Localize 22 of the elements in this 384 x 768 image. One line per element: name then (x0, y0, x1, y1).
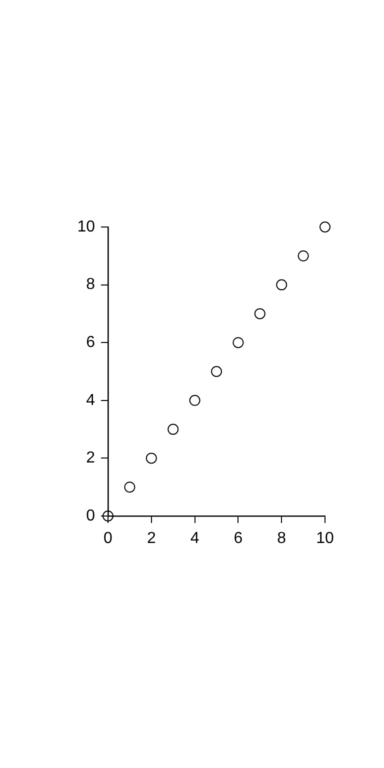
x-tick-label: 0 (104, 530, 113, 548)
point (320, 222, 330, 232)
y-tick-label: 10 (77, 218, 96, 236)
x-tick-label: 10 (316, 530, 334, 548)
point (298, 250, 309, 262)
point (146, 452, 157, 464)
x-tick-label: 4 (190, 530, 200, 548)
point (124, 482, 136, 493)
x-tick-label: 2 (146, 530, 156, 548)
point (276, 279, 288, 290)
point (189, 394, 200, 406)
y-tick-label: 6 (86, 334, 96, 352)
point (168, 424, 179, 435)
y-tick-label: 0 (86, 507, 96, 524)
point (211, 366, 222, 377)
x-tick-label: 6 (234, 530, 243, 548)
y-tick-label: 8 (86, 276, 96, 294)
x-tick-label: 8 (277, 530, 286, 548)
y-tick-label: 2 (86, 450, 96, 467)
point (254, 308, 266, 320)
y-tick-label: 4 (86, 392, 96, 409)
point (232, 337, 244, 348)
